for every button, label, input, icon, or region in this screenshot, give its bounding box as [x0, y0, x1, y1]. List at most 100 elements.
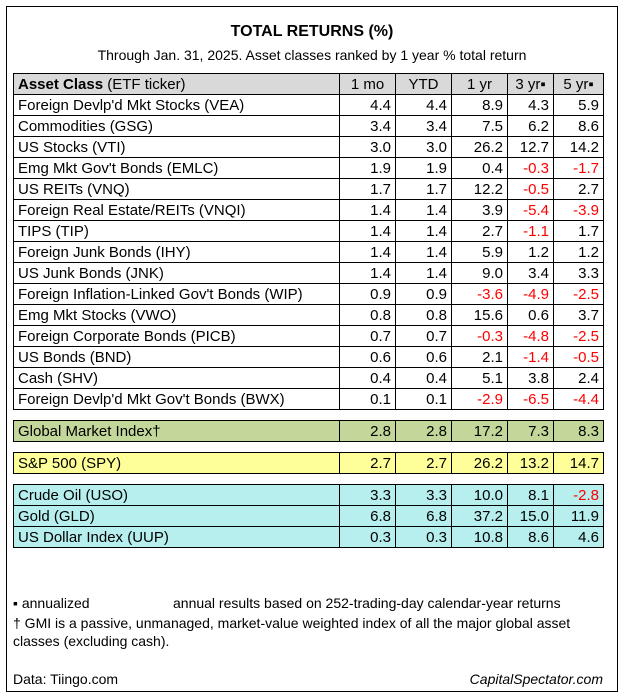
asset-name-cell: Foreign Inflation-Linked Gov't Bonds (WI…: [13, 283, 340, 305]
value-cell: 10.0: [451, 484, 508, 506]
table-row: Foreign Devlp'd Mkt Stocks (VEA) 4.4 4.4 8.…: [13, 94, 604, 116]
value-cell: -4.9: [507, 283, 554, 305]
value-cell: -3.6: [451, 283, 508, 305]
value-cell: 5.1: [451, 367, 508, 389]
value-cell: 1.2: [507, 241, 554, 263]
gmi-note-line1: † GMI is a passive, unmanaged, market-va…: [13, 615, 571, 631]
asset-name-cell: S&P 500 (SPY): [13, 452, 340, 474]
value-cell: 3.7: [553, 304, 604, 326]
value-cell: -0.5: [553, 346, 604, 368]
value-cell: 0.4: [395, 367, 452, 389]
asset-name-cell: Emg Mkt Gov't Bonds (EMLC): [13, 157, 340, 179]
value-cell: 2.7: [339, 452, 396, 474]
value-cell: 10.8: [451, 526, 508, 548]
value-cell: -2.8: [553, 484, 604, 506]
table-row: Foreign Inflation-Linked Gov't Bonds (WI…: [13, 283, 604, 305]
value-cell: 2.8: [339, 420, 396, 442]
value-cell: 1.7: [553, 220, 604, 242]
value-cell: 0.9: [339, 283, 396, 305]
value-cell: 0.7: [339, 325, 396, 347]
table-row: TIPS (TIP) 1.4 1.4 2.7 -1.1 1.7: [13, 220, 604, 242]
value-cell: 0.6: [507, 304, 554, 326]
section-spacer-cell: [13, 441, 604, 453]
table-row: US Junk Bonds (JNK) 1.4 1.4 9.0 3.4 3.3: [13, 262, 604, 284]
value-cell: 8.1: [507, 484, 554, 506]
value-cell: -6.5: [507, 388, 554, 410]
table-row: Cash (SHV) 0.4 0.4 5.1 3.8 2.4: [13, 367, 604, 389]
header-1mo: 1 mo: [339, 73, 396, 95]
value-cell: 0.6: [339, 346, 396, 368]
table-row: Emg Mkt Stocks (VWO) 0.8 0.8 15.6 0.6 3.7: [13, 304, 604, 326]
value-cell: -0.5: [507, 178, 554, 200]
value-cell: -4.4: [553, 388, 604, 410]
table-row: Foreign Junk Bonds (IHY) 1.4 1.4 5.9 1.2 1.2: [13, 241, 604, 263]
value-cell: 0.8: [339, 304, 396, 326]
header-asset-class-rest: (ETF ticker): [103, 75, 186, 93]
value-cell: 37.2: [451, 505, 508, 527]
value-cell: 12.7: [507, 136, 554, 158]
value-cell: 4.3: [507, 94, 554, 116]
value-cell: -2.5: [553, 325, 604, 347]
value-cell: -1.1: [507, 220, 554, 242]
table-title: TOTAL RETURNS (%): [230, 23, 394, 40]
value-cell: 5.9: [553, 94, 604, 116]
value-cell: 2.4: [553, 367, 604, 389]
section-spacer-cell: [13, 409, 604, 421]
section-spacer: [13, 441, 604, 453]
table-row: US REITs (VNQ) 1.7 1.7 12.2 -0.5 2.7: [13, 178, 604, 200]
credit: CapitalSpectator.com: [469, 671, 603, 687]
value-cell: -3.9: [553, 199, 604, 221]
value-cell: 14.7: [553, 452, 604, 474]
asset-name-cell: Emg Mkt Stocks (VWO): [13, 304, 340, 326]
value-cell: 4.4: [339, 94, 396, 116]
asset-name-cell: US REITs (VNQ): [13, 178, 340, 200]
value-cell: 13.2: [507, 452, 554, 474]
value-cell: -1.7: [553, 157, 604, 179]
header-row: Asset Class (ETF ticker) 1 mo YTD 1 yr 3…: [13, 73, 604, 95]
returns-table-frame: TOTAL RETURNS (%) Through Jan. 31, 2025.…: [6, 6, 618, 692]
value-cell: 2.7: [553, 178, 604, 200]
table-row: Commodities (GSG) 3.4 3.4 7.5 6.2 8.6: [13, 115, 604, 137]
asset-name-cell: Foreign Devlp'd Mkt Gov't Bonds (BWX): [13, 388, 340, 410]
value-cell: 8.3: [553, 420, 604, 442]
value-cell: 3.3: [339, 484, 396, 506]
value-cell: 1.4: [339, 199, 396, 221]
value-cell: 2.7: [451, 220, 508, 242]
value-cell: 17.2: [451, 420, 508, 442]
value-cell: 15.6: [451, 304, 508, 326]
value-cell: 2.8: [395, 420, 452, 442]
value-cell: -0.3: [451, 325, 508, 347]
value-cell: 0.4: [339, 367, 396, 389]
section-spacer-cell: [13, 473, 604, 485]
value-cell: -2.5: [553, 283, 604, 305]
asset-name-cell: Crude Oil (USO): [13, 484, 340, 506]
asset-name-cell: Foreign Junk Bonds (IHY): [13, 241, 340, 263]
value-cell: 1.4: [339, 241, 396, 263]
value-cell: 0.1: [395, 388, 452, 410]
value-cell: 0.1: [339, 388, 396, 410]
value-cell: 6.2: [507, 115, 554, 137]
value-cell: 1.4: [395, 262, 452, 284]
value-cell: 0.9: [395, 283, 452, 305]
asset-name-cell: Commodities (GSG): [13, 115, 340, 137]
table-row: Foreign Devlp'd Mkt Gov't Bonds (BWX) 0.1…: [13, 388, 604, 410]
value-cell: 1.4: [395, 199, 452, 221]
table-body: Foreign Devlp'd Mkt Stocks (VEA) 4.4 4.4 8.…: [13, 94, 604, 548]
value-cell: 0.7: [395, 325, 452, 347]
table-subtitle: Through Jan. 31, 2025. Asset classes ran…: [97, 47, 527, 63]
table-row: Emg Mkt Gov't Bonds (EMLC) 1.9 1.9 0.4 -0.3-…: [13, 157, 604, 179]
value-cell: 8.6: [553, 115, 604, 137]
table-row: Gold (GLD) 6.8 6.8 37.2 15.0 11.9: [13, 505, 604, 527]
value-cell: 1.4: [339, 220, 396, 242]
value-cell: 6.8: [395, 505, 452, 527]
value-cell: 1.2: [553, 241, 604, 263]
value-cell: 2.7: [395, 452, 452, 474]
value-cell: 0.6: [395, 346, 452, 368]
asset-name-cell: US Stocks (VTI): [13, 136, 340, 158]
value-cell: 3.9: [451, 199, 508, 221]
table-row: Foreign Real Estate/REITs (VNQI) 1.4 1.4 3.…: [13, 199, 604, 221]
value-cell: 1.4: [339, 262, 396, 284]
annualized-detail: annual results based on 252-trading-day …: [173, 595, 561, 611]
value-cell: 26.2: [451, 452, 508, 474]
value-cell: 3.4: [507, 262, 554, 284]
